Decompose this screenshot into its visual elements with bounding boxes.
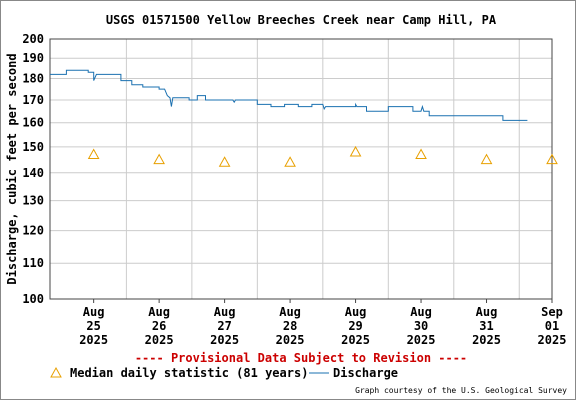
y-tick-label: 190 [22, 51, 44, 65]
median-point [87, 148, 100, 159]
x-tick-label: 2025 [407, 333, 436, 347]
x-tick-label: 2025 [341, 333, 370, 347]
x-tick-label: Aug [214, 305, 236, 319]
y-tick-label: 180 [22, 72, 44, 86]
x-tick-label: Aug [345, 305, 367, 319]
legend-triangle-icon [50, 366, 62, 378]
median-point [284, 156, 296, 167]
x-tick-label: Aug [83, 305, 105, 319]
x-tick-label: 29 [348, 319, 362, 333]
x-tick-label: 2025 [145, 333, 174, 347]
y-tick-label: 160 [22, 116, 44, 130]
x-tick-label: 27 [217, 319, 231, 333]
series-layer [50, 69, 558, 167]
x-tick-label: 2025 [79, 333, 108, 347]
chart-grid [50, 38, 552, 300]
legend-median-label: Median daily statistic (81 years) [70, 366, 308, 380]
x-tick-label: Sep [541, 305, 563, 319]
x-tick-label: 26 [152, 319, 166, 333]
y-tick-label: 130 [22, 194, 44, 208]
median-point [218, 156, 231, 167]
courtesy-note: Graph courtesy of the U.S. Geological Su… [355, 386, 567, 395]
y-axis-ticks: 100 110 120 130 140 150 160 170 180 190 200 [22, 32, 44, 306]
x-tick-label: 2025 [276, 333, 305, 347]
x-tick-label: 2025 [472, 333, 501, 347]
legend: Median daily statistic (81 years) Discha… [50, 366, 398, 380]
median-point [546, 153, 558, 165]
x-tick-label: 2025 [538, 333, 567, 347]
median-point [153, 153, 165, 165]
x-tick-label: 2025 [210, 333, 239, 347]
legend-discharge-label: Discharge [333, 366, 398, 380]
x-tick-label: 01 [545, 319, 559, 333]
discharge-line [50, 69, 528, 121]
y-tick-label: 120 [22, 224, 44, 238]
y-axis-label: Discharge, cubic feet per second [5, 53, 19, 284]
x-tick-label: Aug [476, 305, 498, 319]
x-tick-label: 30 [414, 319, 428, 333]
x-tick-label: Aug [410, 305, 432, 319]
y-tick-label: 100 [22, 292, 44, 306]
chart-title: USGS 01571500 Yellow Breeches Creek near… [106, 13, 497, 27]
y-tick-label: 150 [22, 140, 44, 154]
x-tick-label: Aug [148, 305, 170, 319]
median-point [480, 153, 493, 165]
plot-border [49, 38, 553, 300]
y-tick-label: 140 [22, 166, 44, 180]
y-tick-label: 170 [22, 93, 44, 107]
x-tick-label: Aug [279, 305, 301, 319]
y-tick-label: 200 [22, 32, 44, 46]
x-tick-label: 31 [479, 319, 493, 333]
x-tick-label: 28 [283, 319, 297, 333]
x-tick-label: 25 [86, 319, 100, 333]
x-axis-ticks: Aug252025Aug262025Aug272025Aug282025Aug2… [79, 299, 566, 347]
median-point [415, 148, 427, 159]
y-tick-label: 110 [22, 256, 44, 270]
provisional-note: ---- Provisional Data Subject to Revisio… [135, 351, 467, 365]
median-point [349, 145, 362, 157]
